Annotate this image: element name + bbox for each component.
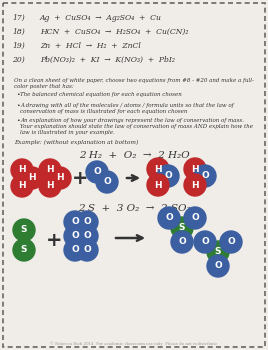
Circle shape bbox=[96, 171, 118, 193]
Text: S: S bbox=[179, 224, 185, 232]
Text: H: H bbox=[154, 181, 162, 189]
Text: S: S bbox=[21, 245, 27, 254]
Text: Zn  +  HCl  →  H₂  +  ZnCl: Zn + HCl → H₂ + ZnCl bbox=[40, 42, 141, 50]
Circle shape bbox=[64, 239, 86, 261]
Circle shape bbox=[39, 175, 61, 197]
Text: •: • bbox=[16, 92, 20, 97]
Text: HCN  +  CuSO₄  →  H₂SO₄  +  Cu(CN)₂: HCN + CuSO₄ → H₂SO₄ + Cu(CN)₂ bbox=[40, 28, 188, 36]
Text: H: H bbox=[18, 166, 26, 175]
Circle shape bbox=[39, 159, 61, 181]
Text: H: H bbox=[18, 182, 26, 190]
Text: H: H bbox=[56, 174, 64, 182]
Text: Pb(NO₃)₂  +  KI  →  K(NO₃)  +  PbI₂: Pb(NO₃)₂ + KI → K(NO₃) + PbI₂ bbox=[40, 56, 175, 64]
Circle shape bbox=[157, 165, 179, 187]
Text: law is illustrated in your example.: law is illustrated in your example. bbox=[20, 130, 115, 135]
Text: H: H bbox=[191, 164, 199, 174]
Text: 20): 20) bbox=[12, 56, 25, 64]
Text: H: H bbox=[46, 182, 54, 190]
Text: O: O bbox=[83, 245, 91, 254]
Circle shape bbox=[207, 255, 229, 277]
Circle shape bbox=[86, 161, 108, 183]
Text: O: O bbox=[214, 261, 222, 271]
Text: 18): 18) bbox=[12, 28, 25, 36]
Text: conservation of mass is illustrated for each equation chosen: conservation of mass is illustrated for … bbox=[20, 109, 187, 114]
Text: 19): 19) bbox=[12, 42, 25, 50]
Text: H: H bbox=[28, 174, 36, 182]
Text: O: O bbox=[83, 217, 91, 226]
Circle shape bbox=[220, 231, 242, 253]
Circle shape bbox=[171, 217, 193, 239]
Circle shape bbox=[147, 174, 169, 196]
Text: O: O bbox=[201, 238, 209, 246]
Circle shape bbox=[76, 239, 98, 261]
Text: O: O bbox=[191, 214, 199, 223]
Text: +: + bbox=[46, 231, 62, 250]
Text: O: O bbox=[71, 231, 79, 240]
Text: O: O bbox=[93, 168, 101, 176]
Text: 17): 17) bbox=[12, 14, 25, 22]
Circle shape bbox=[21, 167, 43, 189]
Text: An explanation of how your drawings represent the law of conservation of mass.: An explanation of how your drawings repr… bbox=[20, 118, 244, 123]
Circle shape bbox=[158, 207, 180, 229]
Text: © Rebecca Rich 2014  For academic classroom use only  Please do not redistribute: © Rebecca Rich 2014 For academic classro… bbox=[50, 341, 218, 346]
Circle shape bbox=[49, 167, 71, 189]
Text: O: O bbox=[227, 238, 235, 246]
Text: Ag  +  CuSO₄  →  Ag₂SO₄  +  Cu: Ag + CuSO₄ → Ag₂SO₄ + Cu bbox=[40, 14, 162, 22]
Text: Your explanation should state the law of conservation of mass AND explain how th: Your explanation should state the law of… bbox=[20, 124, 253, 129]
Circle shape bbox=[11, 175, 33, 197]
Text: S: S bbox=[21, 225, 27, 234]
Text: Example: (without explanation at bottom): Example: (without explanation at bottom) bbox=[14, 140, 138, 145]
Circle shape bbox=[194, 165, 216, 187]
Circle shape bbox=[184, 174, 206, 196]
Text: •: • bbox=[16, 118, 20, 123]
Text: •: • bbox=[16, 103, 20, 108]
Circle shape bbox=[184, 158, 206, 180]
Circle shape bbox=[76, 211, 98, 233]
Text: +: + bbox=[72, 168, 88, 188]
Circle shape bbox=[13, 239, 35, 261]
Text: color poster that has:: color poster that has: bbox=[14, 84, 74, 89]
Circle shape bbox=[76, 225, 98, 247]
Text: H: H bbox=[191, 181, 199, 189]
Text: O: O bbox=[103, 177, 111, 187]
Text: O: O bbox=[83, 231, 91, 240]
Text: O: O bbox=[164, 172, 172, 181]
Text: O: O bbox=[178, 238, 186, 246]
Circle shape bbox=[171, 231, 193, 253]
Circle shape bbox=[13, 219, 35, 241]
Text: 2 H₂  +  O₂  →  2 H₂O: 2 H₂ + O₂ → 2 H₂O bbox=[79, 151, 189, 160]
Text: A drawing with all of the molecules / atoms / formula units so that the law of: A drawing with all of the molecules / at… bbox=[20, 103, 234, 108]
Text: O: O bbox=[165, 214, 173, 223]
Text: O: O bbox=[201, 172, 209, 181]
Circle shape bbox=[184, 207, 206, 229]
Text: S: S bbox=[215, 247, 221, 257]
Text: O: O bbox=[71, 245, 79, 254]
Text: The balanced chemical equation for each equation chosen: The balanced chemical equation for each … bbox=[20, 92, 182, 97]
Text: On a clean sheet of white paper, choose two equations from #8 - #20 and make a f: On a clean sheet of white paper, choose … bbox=[14, 78, 254, 83]
Circle shape bbox=[194, 231, 216, 253]
Text: H: H bbox=[46, 166, 54, 175]
Circle shape bbox=[207, 241, 229, 263]
Circle shape bbox=[64, 211, 86, 233]
Circle shape bbox=[64, 225, 86, 247]
Text: 2 S  +  3 O₂  →  2 SO₃: 2 S + 3 O₂ → 2 SO₃ bbox=[78, 204, 190, 213]
Circle shape bbox=[147, 158, 169, 180]
Text: H: H bbox=[154, 164, 162, 174]
Circle shape bbox=[11, 159, 33, 181]
Text: O: O bbox=[71, 217, 79, 226]
